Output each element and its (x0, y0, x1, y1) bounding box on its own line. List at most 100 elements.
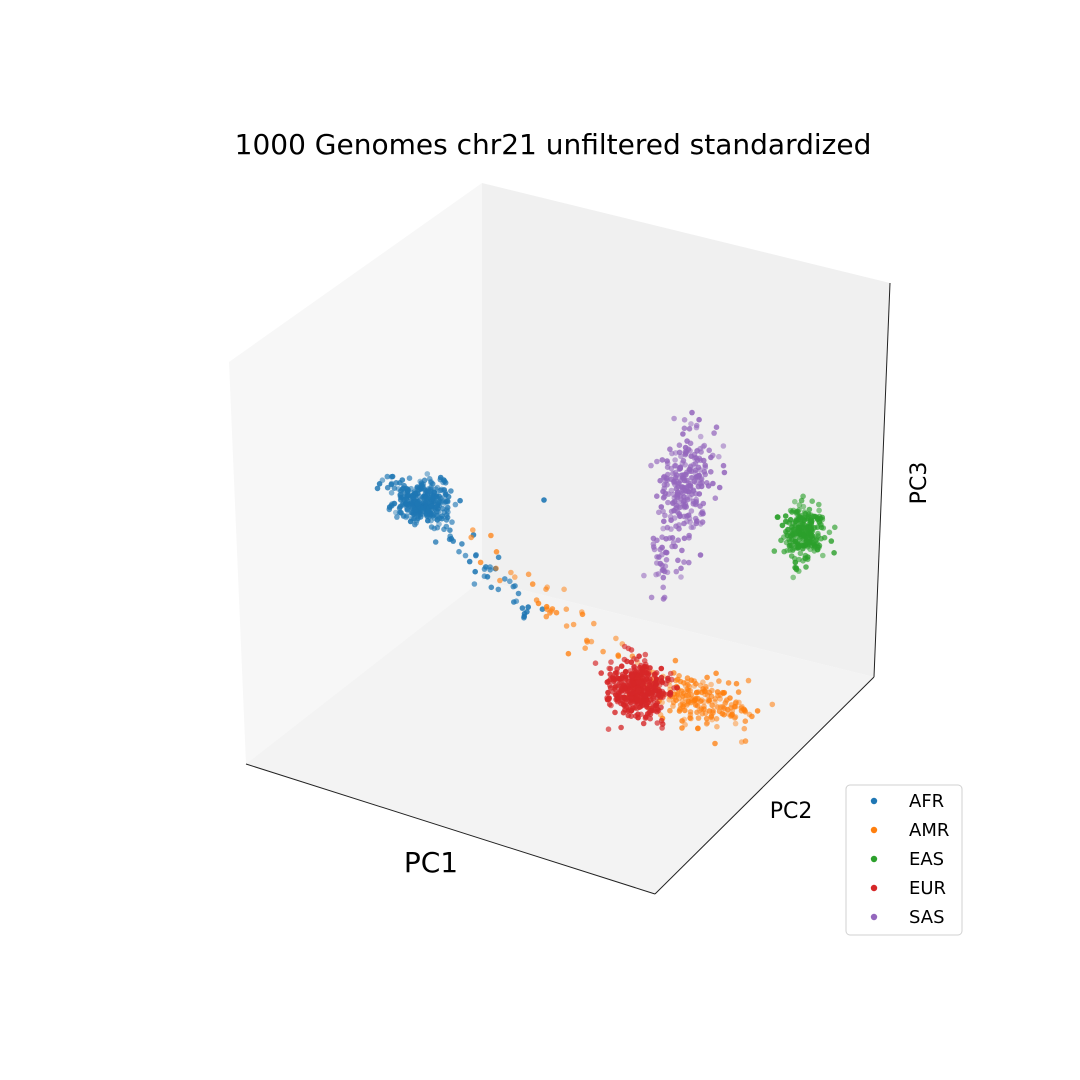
scatter-point-eur (632, 705, 638, 711)
scatter-point-afr (450, 538, 457, 544)
scatter-point-amr (716, 708, 723, 715)
scatter-point-eur (623, 668, 629, 675)
scatter-point-sas (675, 484, 681, 490)
scatter-point-sas (679, 547, 685, 554)
scatter-point-eas (792, 498, 798, 505)
legend-label-afr: AFR (909, 791, 944, 812)
scatter-point-eur (614, 695, 620, 702)
scatter-point-eas (791, 555, 798, 562)
scatter-point-sas (692, 515, 699, 522)
scatter-point-eas (783, 528, 789, 535)
scatter-point-amr (695, 689, 702, 695)
scatter-point-afr (444, 499, 451, 505)
scatter-point-amr (508, 569, 514, 576)
legend-marker-amr (870, 826, 878, 834)
scatter-point-eur (635, 674, 641, 680)
scatter-point-eas (806, 506, 813, 513)
scatter-point-eur (649, 707, 655, 714)
scatter-point-amr (708, 681, 714, 688)
pc3-axis-line (873, 282, 891, 678)
legend-label-eas: EAS (909, 849, 944, 870)
scatter-point-afr (525, 604, 531, 610)
scatter-point-eur (667, 692, 673, 698)
scatter-point-amr (680, 703, 686, 710)
scatter-point-eur (646, 681, 653, 688)
scatter-point-afr (428, 488, 434, 495)
scatter-point-afr (404, 493, 411, 500)
scatter-point-afr (442, 489, 448, 496)
scatter-point-sas (713, 424, 720, 431)
scatter-point-sas (660, 525, 666, 532)
scatter-point-amr (690, 698, 697, 705)
scatter-point-afr (396, 509, 403, 516)
scatter-point-eur (642, 661, 649, 668)
scatter-point-sas (700, 500, 707, 507)
scatter-point-sas (657, 546, 663, 553)
scatter-point-amr (579, 611, 586, 618)
scatter-point-amr (738, 739, 745, 745)
scatter-point-afr (394, 514, 400, 520)
pc2-axis-label: PC2 (770, 799, 813, 824)
scatter-point-afr (428, 503, 435, 509)
scatter-point-amr (725, 680, 732, 686)
scatter-point-eur (598, 670, 604, 676)
scatter-point-eas (798, 497, 805, 504)
scatter-point-sas (701, 457, 707, 464)
scatter-point-afr (452, 501, 459, 508)
scatter-point-amr (600, 648, 606, 655)
scatter-point-amr (749, 713, 755, 720)
scatter-point-eas (795, 545, 801, 551)
scatter-point-eur (605, 689, 611, 696)
scatter-point-sas (686, 532, 692, 539)
scatter-point-sas (686, 426, 693, 432)
scatter-point-eur (635, 687, 642, 693)
scatter-point-afr (428, 524, 435, 530)
scatter-point-eur (638, 703, 644, 710)
scatter-point-eas (781, 548, 787, 555)
scatter-point-eur (639, 687, 646, 694)
scatter-point-amr (680, 690, 687, 697)
scatter-point-afr (541, 497, 547, 503)
scatter-point-sas (669, 450, 675, 457)
scatter-point-eur (625, 712, 632, 719)
scatter-point-eur (618, 724, 624, 731)
scatter-point-eas (831, 550, 837, 556)
scatter-point-afr (424, 471, 431, 477)
scatter-point-afr (507, 578, 513, 585)
scatter-point-afr (488, 584, 495, 591)
scatter-point-sas (678, 565, 684, 572)
scatter-point-sas (660, 584, 666, 591)
scatter-point-sas (702, 464, 709, 471)
scatter-point-sas (686, 483, 692, 489)
scatter-point-sas (648, 462, 654, 469)
legend-marker-eas (870, 855, 878, 863)
scatter-point-sas (711, 430, 717, 436)
scatter-point-sas (687, 463, 694, 470)
scatter-point-eas (826, 529, 833, 536)
scatter-point-eas (806, 530, 812, 537)
scatter-point-sas (677, 472, 684, 479)
scatter-point-amr (493, 565, 499, 572)
scatter-point-eur (617, 683, 624, 690)
scatter-point-sas (676, 442, 683, 449)
scatter-point-amr (713, 670, 719, 677)
scatter-point-eur (665, 677, 671, 684)
scatter-point-eur (607, 665, 614, 672)
scatter-point-eas (789, 509, 795, 515)
scatter-point-amr (687, 709, 694, 715)
scatter-point-sas (681, 477, 688, 484)
scatter-point-eur (622, 702, 629, 708)
scatter-point-eur (645, 699, 651, 706)
scatter-point-sas (694, 447, 701, 454)
legend-label-amr: AMR (909, 820, 949, 841)
scatter-point-amr (684, 686, 690, 693)
scatter-point-afr (411, 511, 417, 518)
scatter-point-amr (544, 606, 550, 612)
scatter-point-afr (524, 609, 530, 615)
scatter-point-amr (701, 706, 707, 712)
scatter-point-eur (621, 694, 628, 700)
scatter-point-sas (678, 453, 684, 460)
scatter-point-eas (793, 518, 799, 524)
scatter-point-eas (811, 543, 818, 550)
scatter-point-eur (643, 676, 650, 682)
